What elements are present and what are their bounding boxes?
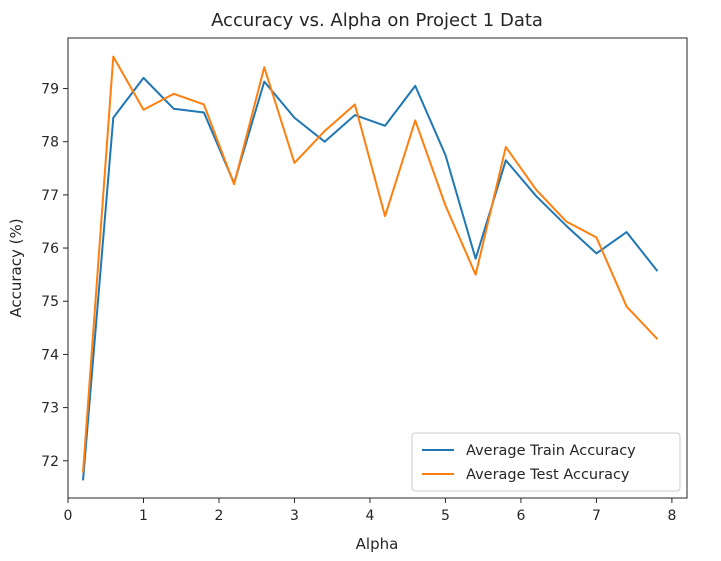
chart-title: Accuracy vs. Alpha on Project 1 Data xyxy=(211,10,543,31)
series-line-test xyxy=(82,55,659,473)
y-axis-label: Accuracy (%) xyxy=(7,218,25,317)
y-tick-label: 72 xyxy=(41,454,59,470)
plot-area xyxy=(67,37,688,499)
series-layer xyxy=(82,55,659,481)
x-axis-label: Alpha xyxy=(356,535,399,553)
series-line-train xyxy=(82,76,659,481)
x-tick-label: 0 xyxy=(64,508,73,524)
x-tick-label: 6 xyxy=(516,508,525,524)
y-tick-label: 79 xyxy=(41,82,59,98)
legend-frame xyxy=(411,432,681,492)
legend-label: Average Test Accuracy xyxy=(466,467,630,483)
x-tick-label: 7 xyxy=(592,508,601,524)
x-tick-label: 2 xyxy=(215,508,224,524)
legend: Average Train Accuracy Average Test Accur… xyxy=(411,432,681,492)
y-tick-label: 75 xyxy=(41,294,59,310)
x-tick-label: 8 xyxy=(667,508,676,524)
x-tick-label: 5 xyxy=(441,508,450,524)
x-tick-label: 4 xyxy=(365,508,374,524)
x-tick-label: 1 xyxy=(139,508,148,524)
x-axis: 0 1 2 3 4 5 6 7 8 xyxy=(64,498,676,524)
y-tick-label: 76 xyxy=(41,241,59,257)
x-tick-label: 3 xyxy=(290,508,299,524)
plot-frame xyxy=(67,37,688,499)
y-tick-label: 74 xyxy=(41,347,59,363)
y-tick-label: 77 xyxy=(41,188,59,204)
y-tick-label: 78 xyxy=(41,135,59,151)
y-tick-label: 73 xyxy=(41,401,59,417)
legend-label: Average Train Accuracy xyxy=(466,443,636,459)
y-axis: 72 73 74 75 76 77 78 79 xyxy=(41,82,68,470)
